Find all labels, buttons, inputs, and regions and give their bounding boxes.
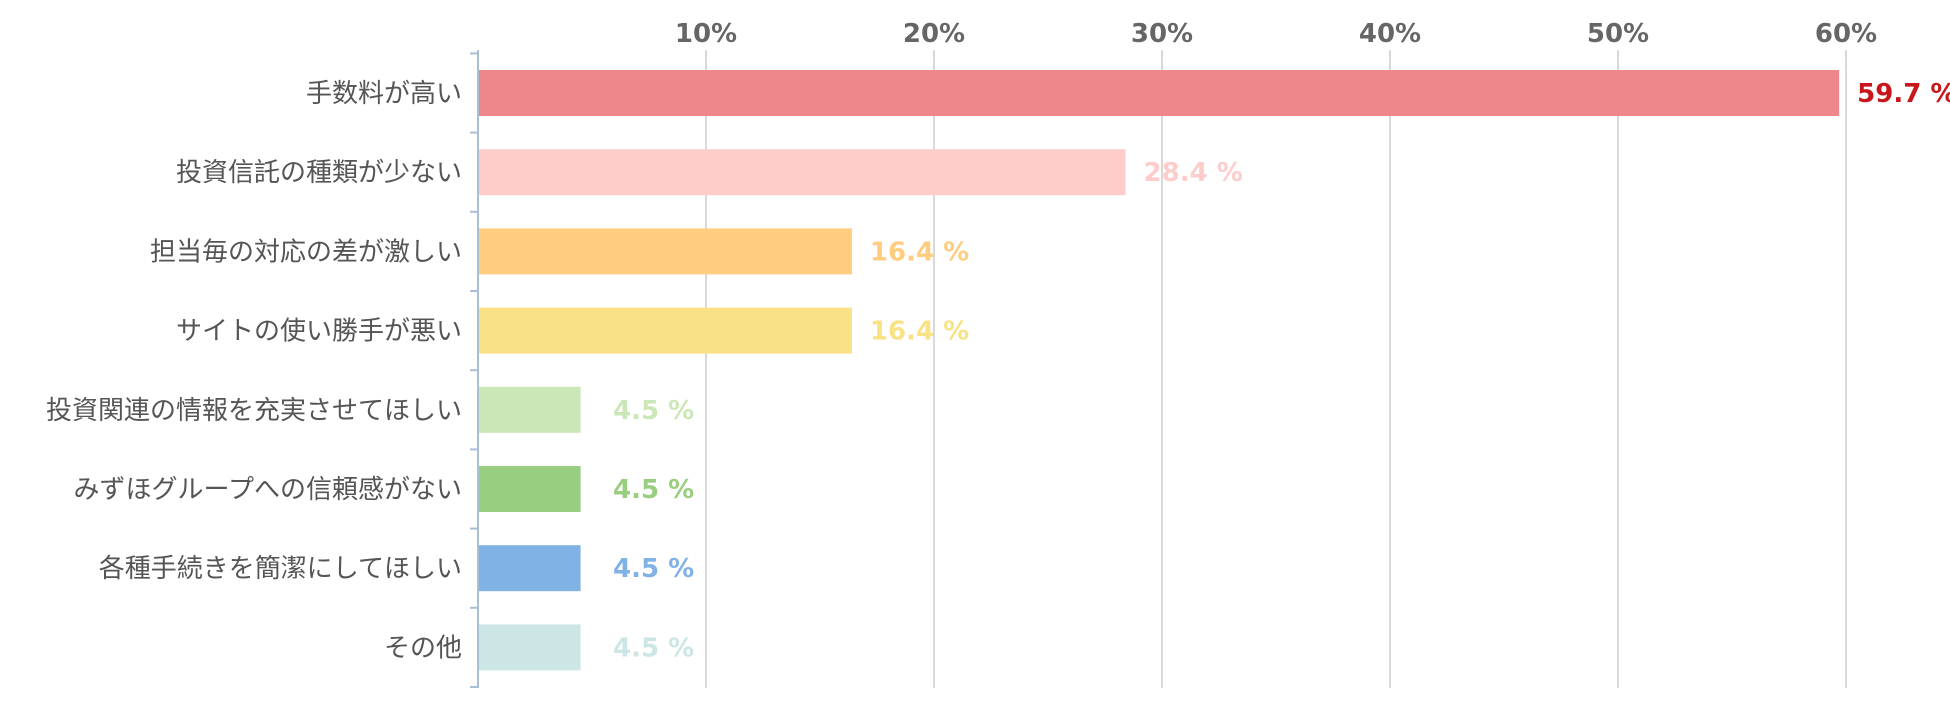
x-tick-label: 30% — [1131, 19, 1193, 49]
category-labels: 手数料が高い投資信託の種類が少ない担当毎の対応の差が激しいサイトの使い勝手が悪い… — [46, 79, 462, 663]
category-label: その他 — [384, 633, 462, 663]
x-tick-label: 60% — [1815, 19, 1877, 49]
x-tick-label: 10% — [675, 19, 737, 49]
value-labels: 59.7 % 28.4 % 16.4 % 16.4 % 4.5 % 4.5 % 4.5 % 4… — [613, 79, 1950, 663]
value-label: 28.4 % — [1144, 158, 1243, 188]
value-label: 4.5 % — [613, 554, 694, 584]
bar — [478, 228, 852, 275]
category-label: 各種手続きを簡潔にしてほしい — [99, 554, 462, 584]
bar — [478, 466, 581, 512]
bar — [478, 70, 1840, 116]
gridlines — [705, 50, 1847, 688]
value-label: 4.5 % — [613, 633, 694, 663]
x-tick-label: 40% — [1359, 19, 1421, 49]
bars — [478, 70, 1840, 671]
value-label: 4.5 % — [613, 475, 694, 505]
y-axis — [470, 50, 479, 688]
category-label: サイトの使い勝手が悪い — [176, 317, 462, 347]
category-label: 投資関連の情報を充実させてほしい — [46, 396, 462, 426]
bar — [478, 307, 852, 354]
bar — [478, 545, 581, 592]
category-label: 担当毎の対応の差が激しい — [150, 237, 462, 267]
bar — [478, 149, 1126, 196]
x-tick-label: 20% — [903, 19, 965, 49]
bar — [478, 386, 581, 433]
x-tick-label: 50% — [1587, 19, 1649, 49]
value-label: 4.5 % — [613, 396, 694, 426]
category-label: 手数料が高い — [306, 79, 462, 109]
value-label: 16.4 % — [870, 237, 969, 267]
bar — [478, 624, 581, 671]
value-label: 16.4 % — [870, 317, 969, 347]
value-label: 59.7 % — [1857, 79, 1950, 109]
category-label: みずほグループへの信頼感がない — [74, 475, 462, 505]
x-axis-ticks: 10% 20% 30% 40% 50% 60% — [675, 19, 1877, 49]
category-label: 投資信託の種類が少ない — [176, 158, 462, 188]
